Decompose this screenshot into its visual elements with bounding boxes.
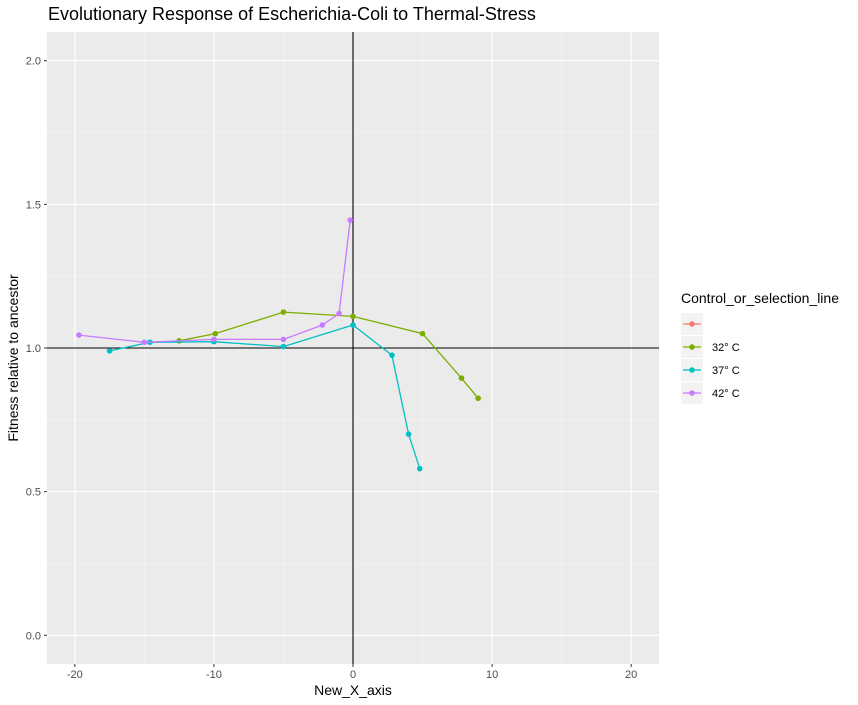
data-point <box>405 431 412 437</box>
data-point <box>141 339 148 346</box>
data-point <box>416 465 423 472</box>
data-point <box>319 322 326 328</box>
legend-key-point <box>689 344 695 350</box>
x-tick-label: -10 <box>206 669 222 681</box>
data-point <box>336 310 342 317</box>
y-tick-label: 0.0 <box>26 630 41 642</box>
data-point <box>280 336 287 343</box>
y-axis-ticks: 0.0 0.5 1.0 1.5 2.0 <box>26 56 47 642</box>
x-axis-ticks: -20 -10 0 10 20 <box>67 664 637 681</box>
x-tick-label: 10 <box>486 669 498 681</box>
y-axis-title: Fitness relative to ancestor <box>5 274 21 442</box>
data-point <box>419 330 426 337</box>
legend-key-point <box>689 390 695 396</box>
legend-title: Control_or_selection_line <box>681 290 839 306</box>
data-point <box>106 348 113 354</box>
data-point <box>389 352 395 358</box>
data-point <box>350 322 356 328</box>
chart-title: Evolutionary Response of Escherichia-Col… <box>48 4 536 24</box>
data-point <box>211 336 217 343</box>
x-tick-label: 20 <box>625 669 637 681</box>
legend-label: 37° C <box>712 365 740 377</box>
data-point <box>212 330 219 337</box>
legend: Control_or_selection_line 32° C 37° C 42° … <box>681 290 839 404</box>
data-point <box>280 309 287 315</box>
legend-key-point <box>689 367 695 373</box>
legend-label: 42° C <box>712 388 740 400</box>
data-point <box>76 332 82 338</box>
data-point <box>475 395 481 402</box>
series-layer <box>76 217 481 472</box>
data-point <box>350 313 356 320</box>
y-tick-label: 0.5 <box>26 487 41 499</box>
y-tick-label: 2.0 <box>26 56 41 68</box>
x-axis-title: New_X_axis <box>314 682 392 698</box>
y-tick-label: 1.5 <box>26 199 41 211</box>
data-point <box>458 375 465 381</box>
x-tick-label: 0 <box>350 669 356 681</box>
reference-lines <box>47 32 659 664</box>
x-tick-label: -20 <box>67 669 83 681</box>
y-tick-label: 1.0 <box>26 343 41 355</box>
legend-label: 32° C <box>712 342 740 354</box>
legend-key-point <box>689 321 695 327</box>
data-point <box>347 217 354 223</box>
data-point <box>280 343 287 350</box>
